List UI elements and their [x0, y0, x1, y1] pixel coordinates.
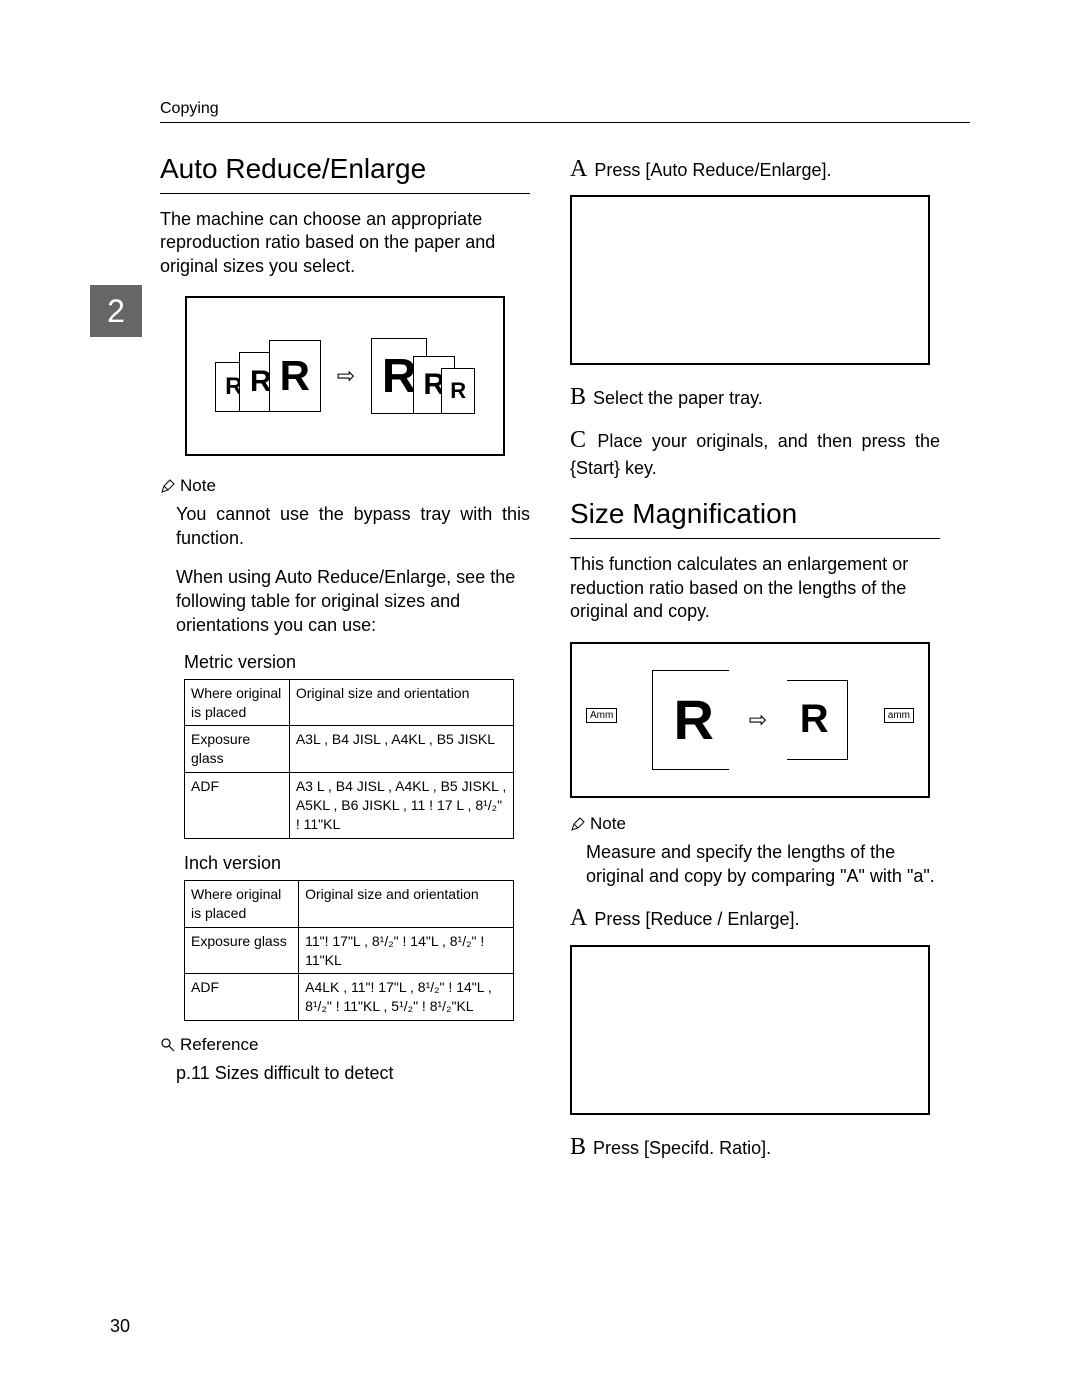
step2-a: A Press [Reduce / Enlarge].	[570, 902, 940, 934]
screen-placeholder-1	[570, 195, 930, 365]
step-c: C Place your originals, and then press t…	[570, 424, 940, 481]
step-a-text: Press [Auto Reduce/Enlarge].	[594, 160, 831, 180]
reference-heading: Reference	[160, 1035, 530, 1055]
metric-h1: Where original is placed	[185, 679, 290, 726]
step2-a-letter: A	[570, 905, 587, 931]
inch-h2: Original size and orientation	[299, 880, 514, 927]
note-heading: Note	[160, 476, 530, 496]
inch-r1c1: Exposure glass	[185, 927, 299, 974]
screen-placeholder-2	[570, 945, 930, 1115]
intro-text: The machine can choose an appropriate re…	[160, 208, 530, 278]
note-label: Note	[180, 476, 216, 496]
reference-label: Reference	[180, 1035, 258, 1055]
pencil-icon	[160, 478, 176, 494]
inch-table: Where original is placed Original size a…	[184, 880, 514, 1021]
note-text-2: When using Auto Reduce/Enlarge, see the …	[176, 565, 530, 638]
step2-a-text: Press [Reduce / Enlarge].	[594, 909, 799, 929]
page-number: 30	[110, 1316, 130, 1337]
right-column: A Press [Auto Reduce/Enlarge]. B Select …	[570, 153, 940, 1173]
inch-r1c2: 11"! 17"L , 8¹/₂" ! 14"L , 8¹/₂" ! 11"KL	[299, 927, 514, 974]
inch-heading: Inch version	[184, 853, 530, 874]
reference-text: p.11 Sizes difficult to detect	[176, 1061, 530, 1085]
step-a: A Press [Auto Reduce/Enlarge].	[570, 153, 940, 185]
note-text-3: Measure and specify the lengths of the o…	[586, 840, 940, 889]
section-title-size-mag: Size Magnification	[570, 498, 940, 539]
chapter-tab: 2	[90, 285, 142, 337]
note-label-2: Note	[590, 814, 626, 834]
step2-b: B Press [Specifd. Ratio].	[570, 1131, 940, 1163]
magnifier-icon	[160, 1037, 176, 1053]
metric-r2c1: ADF	[185, 773, 290, 839]
metric-r1c2: A3L , B4 JISL , A4KL , B5 JISKL	[289, 726, 513, 773]
chapter-header: Copying	[160, 100, 970, 123]
arrow-icon: ⇨	[749, 707, 767, 733]
step-c-letter: C	[570, 427, 586, 453]
metric-heading: Metric version	[184, 652, 530, 673]
size-mag-intro: This function calculates an enlargement …	[570, 553, 940, 623]
metric-r1c1: Exposure glass	[185, 726, 290, 773]
reduce-enlarge-illustration: R R R ⇨ R R R	[185, 296, 505, 456]
inch-r2c1: ADF	[185, 974, 299, 1021]
metric-h2: Original size and orientation	[289, 679, 513, 726]
measure-A-label: Amm	[586, 708, 617, 723]
note-heading-2: Note	[570, 814, 940, 834]
measure-a-label: amm	[884, 708, 914, 723]
step2-b-text: Press [Specifd. Ratio].	[593, 1138, 771, 1158]
section-title-auto-reduce: Auto Reduce/Enlarge	[160, 153, 530, 194]
step-b-text: Select the paper tray.	[593, 388, 763, 408]
size-mag-illustration: Amm R ⇨ R amm	[570, 642, 930, 798]
metric-r2c2: A3 L , B4 JISL , A4KL , B5 JISKL , A5KL …	[289, 773, 513, 839]
note-text-1: You cannot use the bypass tray with this…	[176, 502, 530, 551]
left-column: Auto Reduce/Enlarge The machine can choo…	[160, 153, 530, 1173]
inch-h1: Where original is placed	[185, 880, 299, 927]
inch-r2c2: A4LK , 11"! 17"L , 8¹/₂" ! 14"L , 8¹/₂" …	[299, 974, 514, 1021]
step-b: B Select the paper tray.	[570, 381, 940, 413]
pencil-icon	[570, 816, 586, 832]
arrow-icon: ⇨	[337, 363, 355, 389]
step2-b-letter: B	[570, 1134, 586, 1160]
metric-table: Where original is placed Original size a…	[184, 679, 514, 839]
step-c-text: Place your originals, and then press the…	[570, 431, 940, 478]
step-b-letter: B	[570, 384, 586, 410]
step-a-letter: A	[570, 156, 587, 182]
